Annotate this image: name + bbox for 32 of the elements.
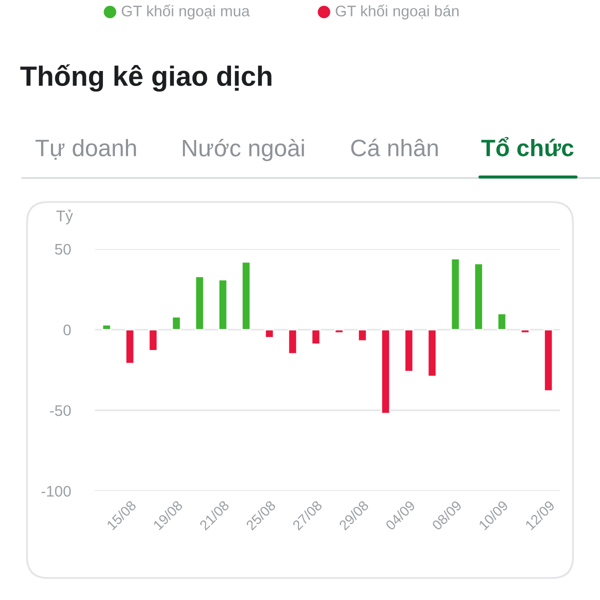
bar <box>357 328 368 342</box>
text: Tự doanh <box>36 138 136 160</box>
bar <box>102 324 112 330</box>
bar <box>171 316 182 330</box>
bar <box>404 328 414 372</box>
bar <box>543 328 554 392</box>
y-tick-label: -100 <box>41 486 71 497</box>
bar <box>241 261 252 330</box>
bar <box>218 278 228 330</box>
bar <box>380 328 391 414</box>
bar <box>194 276 205 330</box>
text: GT khối ngoại mua <box>122 4 250 20</box>
bar <box>450 258 460 330</box>
bar <box>124 328 135 364</box>
text: Nước ngoài <box>182 138 304 162</box>
text: GT khối ngoại bán <box>336 4 459 20</box>
chart-title: Thống kê giao dịch <box>20 64 272 92</box>
bar <box>520 328 530 334</box>
bar <box>496 312 507 330</box>
y-tick-label: 50 <box>55 244 71 255</box>
text: Cá nhân <box>351 138 438 156</box>
y-tick-label: 0 <box>63 324 71 336</box>
bar <box>310 328 321 345</box>
bar <box>264 328 274 338</box>
bar <box>334 328 344 334</box>
y-tick-label: -50 <box>50 405 71 416</box>
bar <box>427 328 438 378</box>
bar <box>288 328 298 355</box>
text: Tổ chức <box>481 137 574 156</box>
bar <box>148 328 158 352</box>
bar <box>474 262 484 330</box>
y-axis-title: Tỷ <box>56 210 73 224</box>
